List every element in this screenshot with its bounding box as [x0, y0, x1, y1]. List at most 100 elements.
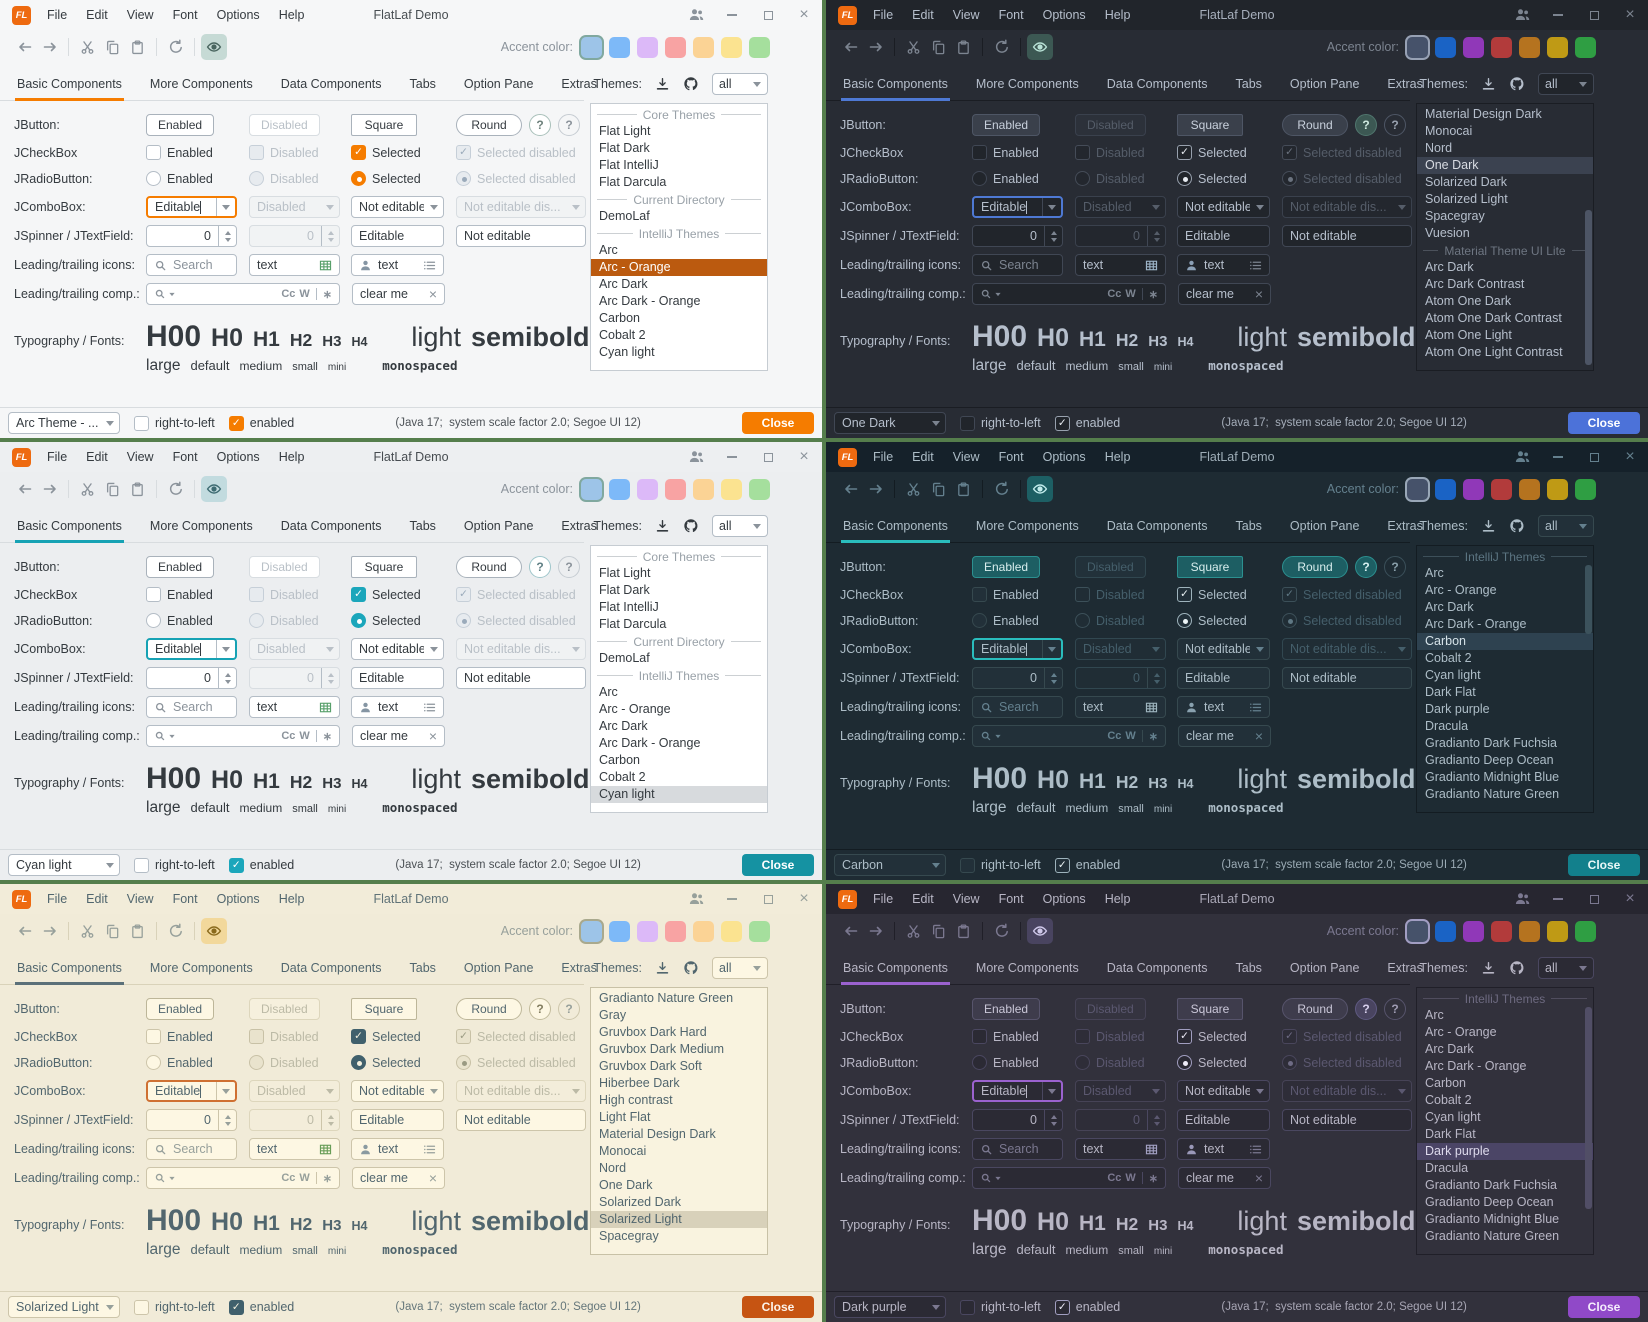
tab-basic-components[interactable]: Basic Components [10, 77, 129, 101]
combobox-editable[interactable]: Editable [146, 638, 237, 660]
theme-item[interactable]: Gradianto Nature Green [1425, 1229, 1560, 1243]
theme-item[interactable]: Arc Dark Contrast [1425, 277, 1525, 291]
theme-item[interactable]: Gradianto Deep Ocean [1425, 1195, 1554, 1209]
accent-swatch[interactable] [609, 36, 630, 58]
theme-item[interactable]: Arc Dark [1425, 600, 1474, 614]
enabled-checkbox[interactable]: ✓ enabled [228, 1299, 294, 1315]
spinner-up-icon[interactable] [224, 672, 231, 677]
enabled-button[interactable]: Enabled [972, 114, 1041, 136]
checkbox-selected[interactable]: ✓ [351, 145, 366, 160]
theme-item[interactable]: Hiberbee Dark [599, 1076, 680, 1090]
close-button[interactable]: Close [1568, 854, 1640, 876]
forward-icon[interactable] [863, 919, 888, 944]
menu-options[interactable]: Options [216, 892, 260, 906]
menu-view[interactable]: View [126, 8, 154, 22]
theme-item[interactable]: High contrast [599, 1093, 673, 1107]
search-with-options-input[interactable]: Cc W ∗ [146, 1167, 340, 1189]
text-input-table[interactable]: text [1075, 696, 1166, 718]
search-with-options-input[interactable]: Cc W ∗ [146, 283, 340, 305]
right-to-left-checkbox[interactable]: right-to-left [960, 1299, 1041, 1315]
accent-swatch[interactable] [1491, 36, 1512, 58]
menu-font[interactable]: Font [998, 450, 1024, 464]
back-icon[interactable] [838, 35, 863, 60]
themes-filter-combobox[interactable]: all [1538, 515, 1594, 537]
theme-item[interactable]: Arc Dark - Orange [599, 736, 701, 750]
help-button[interactable]: ? [1355, 556, 1377, 578]
theme-item[interactable]: Gray [599, 1008, 627, 1022]
accent-swatch[interactable] [693, 920, 714, 942]
clear-me-input[interactable]: clear me × [1178, 283, 1271, 305]
accent-swatch[interactable] [1547, 920, 1568, 942]
forward-icon[interactable] [37, 35, 62, 60]
accent-swatch[interactable] [581, 920, 602, 942]
theme-item[interactable]: Dark purple [1425, 702, 1490, 716]
theme-item[interactable]: Cyan light [591, 786, 767, 803]
help-button[interactable]: ? [1355, 998, 1377, 1020]
whole-word-icon[interactable]: W [299, 1172, 310, 1184]
radio-enabled[interactable] [972, 1055, 987, 1070]
enabled-button[interactable]: Enabled [146, 998, 215, 1020]
spinner-up-icon[interactable] [1050, 1114, 1057, 1119]
spinner-down-icon[interactable] [1050, 237, 1057, 242]
match-case-icon[interactable]: Cc [1107, 288, 1122, 300]
theme-item[interactable]: Solarized Light [591, 1211, 767, 1228]
menu-help[interactable]: Help [278, 8, 305, 22]
checkbox-selected[interactable]: ✓ [1177, 587, 1192, 602]
clear-me-input[interactable]: clear me × [352, 283, 445, 305]
theme-item[interactable]: Arc Dark [1425, 1042, 1474, 1056]
theme-item[interactable]: Solarized Dark [1425, 175, 1507, 189]
tab-option-pane[interactable]: Option Pane [463, 961, 534, 975]
paste-icon[interactable] [951, 35, 976, 60]
search-with-options-input[interactable]: Cc W ∗ [972, 725, 1166, 747]
checkbox-enabled[interactable] [972, 145, 987, 160]
help-button-borderless[interactable]: ? [558, 556, 580, 578]
maximize-button[interactable] [750, 884, 786, 914]
clear-icon[interactable]: × [1254, 1170, 1263, 1186]
themes-filter-combobox[interactable]: all [1538, 73, 1594, 95]
tab-option-pane[interactable]: Option Pane [463, 519, 534, 533]
tab-option-pane[interactable]: Option Pane [1289, 961, 1360, 975]
tab-option-pane[interactable]: Option Pane [463, 77, 534, 91]
accent-swatch[interactable] [1575, 920, 1596, 942]
maximize-button[interactable] [1576, 0, 1612, 30]
accent-swatch[interactable] [1435, 36, 1456, 58]
themes-filter-combobox[interactable]: all [712, 515, 768, 537]
accent-swatch[interactable] [637, 36, 658, 58]
accent-swatch[interactable] [1519, 36, 1540, 58]
theme-item[interactable]: Gradianto Midnight Blue [1425, 1212, 1560, 1226]
enabled-checkbox[interactable]: ✓ enabled [1054, 857, 1120, 873]
accent-swatch[interactable] [1547, 478, 1568, 500]
accent-swatch[interactable] [1435, 478, 1456, 500]
menu-edit[interactable]: Edit [86, 892, 108, 906]
theme-item[interactable]: Arc [1425, 566, 1444, 580]
clear-icon[interactable]: × [428, 1170, 437, 1186]
spinner[interactable]: 0 [146, 667, 237, 689]
tab-option-pane[interactable]: Option Pane [1289, 519, 1360, 533]
paste-icon[interactable] [951, 477, 976, 502]
radio-selected[interactable] [351, 613, 366, 628]
spinner-down-icon[interactable] [224, 1121, 231, 1126]
close-window-button[interactable]: × [799, 448, 809, 465]
menu-edit[interactable]: Edit [86, 8, 108, 22]
theme-item[interactable]: Flat Darcula [599, 175, 667, 189]
combobox-editable[interactable]: Editable [972, 196, 1063, 218]
minimize-button[interactable] [1540, 0, 1576, 30]
forward-icon[interactable] [863, 477, 888, 502]
theme-item[interactable]: DemoLaf [599, 651, 650, 665]
whole-word-icon[interactable]: W [1125, 1172, 1136, 1184]
theme-item[interactable]: Cobalt 2 [1425, 651, 1472, 665]
tab-data-components[interactable]: Data Components [280, 77, 382, 91]
text-input-user[interactable]: text [351, 696, 444, 718]
tab-data-components[interactable]: Data Components [280, 961, 382, 975]
maximize-button[interactable] [1576, 442, 1612, 472]
menu-file[interactable]: File [873, 8, 894, 22]
accent-swatch[interactable] [749, 36, 770, 58]
theme-item[interactable]: Atom One Light [1425, 328, 1512, 342]
menu-view[interactable]: View [952, 450, 980, 464]
radio-selected[interactable] [1177, 171, 1192, 186]
menu-edit[interactable]: Edit [912, 892, 934, 906]
theme-item[interactable]: Monocai [1425, 124, 1473, 138]
accent-swatch[interactable] [665, 478, 686, 500]
round-button[interactable]: Round [1282, 998, 1348, 1020]
tab-extras[interactable]: Extras [561, 961, 597, 975]
